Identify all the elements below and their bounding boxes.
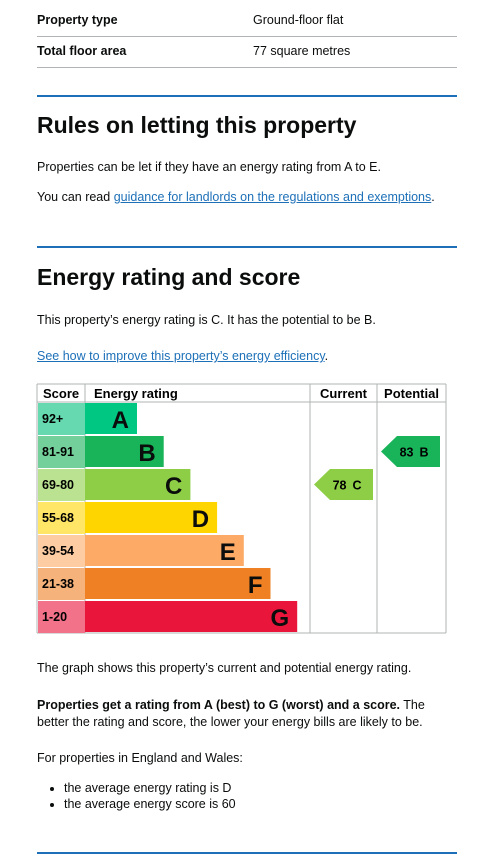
list-item: the average energy score is 60 xyxy=(64,796,236,812)
divider xyxy=(37,67,457,68)
score-label: 21-38 xyxy=(42,577,74,591)
text: The better the rating and score, the low… xyxy=(37,698,425,729)
score-label: 81-91 xyxy=(42,445,74,459)
rating-letter: C xyxy=(165,473,182,500)
score-cell xyxy=(38,469,85,501)
potential-arrow xyxy=(381,436,440,467)
score-cell xyxy=(38,568,85,600)
paragraph: This property’s energy rating is C. It h… xyxy=(37,313,376,327)
paragraph: Properties can be let if they have an en… xyxy=(37,160,381,174)
rating-bar xyxy=(85,502,218,533)
rating-bar xyxy=(85,568,271,599)
score-label: 69-80 xyxy=(42,478,74,492)
current-score: 78 xyxy=(333,479,347,493)
section-title: Energy rating and score xyxy=(37,264,301,290)
section-rule xyxy=(37,246,457,248)
paragraph: Properties get a rating from A (best) to… xyxy=(37,697,457,731)
section-title: Rules on letting this property xyxy=(37,112,357,138)
score-cell xyxy=(38,535,85,567)
energy-graph: Score Energy rating Current Potential 92+ A 81… xyxy=(36,383,447,634)
score-label: 1-20 xyxy=(42,610,67,624)
summary-value: Ground-floor flat xyxy=(253,13,344,27)
paragraph: You can read guidance for landlords on t… xyxy=(37,190,435,204)
text: You can read xyxy=(37,190,114,204)
score-cell xyxy=(38,601,85,633)
paragraph: See how to improve this property’s energ… xyxy=(37,349,328,363)
score-label: 39-54 xyxy=(42,544,74,558)
section-rule xyxy=(37,95,457,97)
rating-letter: F xyxy=(248,572,263,599)
paragraph: The graph shows this property’s current … xyxy=(37,661,412,675)
summary-value: 77 square metres xyxy=(253,44,351,58)
divider xyxy=(37,36,457,37)
column-header: Score xyxy=(43,386,79,401)
score-label: 55-68 xyxy=(42,511,74,525)
list-item: the average energy rating is D xyxy=(64,780,236,796)
rating-letter: G xyxy=(271,605,290,632)
score-cell xyxy=(38,436,85,468)
list: the average energy rating is D the avera… xyxy=(37,780,236,812)
bold-text: Properties get a rating from A (best) to… xyxy=(37,698,401,712)
column-header: Current xyxy=(320,386,368,401)
text: . xyxy=(431,190,435,204)
paragraph: For properties in England and Wales: xyxy=(37,751,243,765)
rating-letter: B xyxy=(138,440,155,467)
improve-link[interactable]: See how to improve this property’s energ… xyxy=(37,349,325,363)
summary-key: Property type xyxy=(37,13,118,27)
column-header: Energy rating xyxy=(94,386,178,401)
rating-bar xyxy=(85,469,191,500)
rating-bar xyxy=(85,535,244,566)
rating-bar xyxy=(85,436,164,467)
potential-letter: B xyxy=(420,446,429,460)
guidance-link[interactable]: guidance for landlords on the regulation… xyxy=(113,190,432,204)
rating-letter: D xyxy=(192,506,209,533)
section-rule xyxy=(37,852,457,854)
score-label: 92+ xyxy=(42,412,63,426)
column-header: Potential xyxy=(384,386,439,401)
current-arrow xyxy=(314,469,373,500)
text: . xyxy=(324,349,329,363)
score-cell xyxy=(38,502,85,534)
rating-letter: E xyxy=(220,539,236,566)
score-cell xyxy=(38,403,85,435)
potential-score: 83 xyxy=(400,446,414,460)
rating-bar xyxy=(85,403,137,434)
summary-key: Total floor area xyxy=(37,44,127,58)
rating-letter: A xyxy=(112,407,129,434)
current-letter: C xyxy=(353,479,362,493)
rating-bar xyxy=(85,601,298,632)
